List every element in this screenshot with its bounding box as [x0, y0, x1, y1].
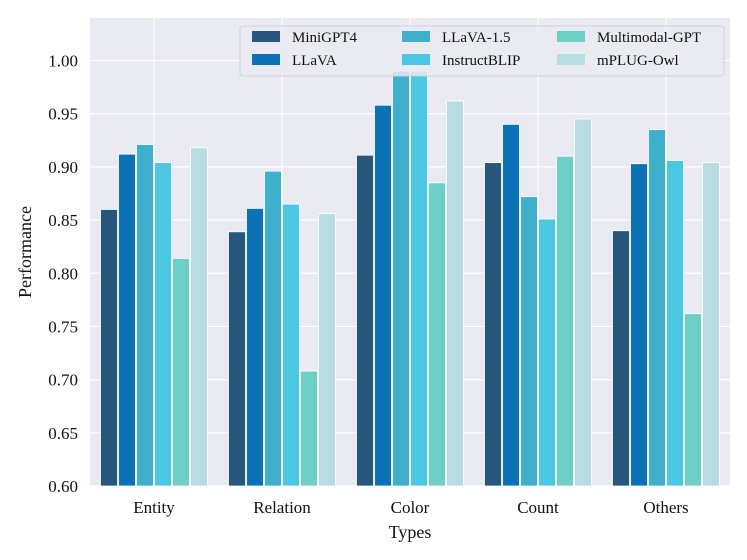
- x-tick-label: Others: [643, 498, 688, 517]
- bar-mplug-owl-relation: [318, 213, 336, 487]
- bars: [100, 70, 720, 487]
- bar-multimodal-gpt-others: [684, 313, 702, 487]
- legend-label: Multimodal-GPT: [597, 30, 701, 46]
- bar-mplug-owl-entity: [190, 147, 208, 487]
- bar-mplug-owl-color: [446, 100, 464, 487]
- x-axis-label: Types: [389, 522, 432, 542]
- legend-label: InstructBLIP: [442, 53, 520, 69]
- bar-llava-relation: [246, 207, 264, 487]
- legend-swatch: [402, 54, 430, 65]
- x-axis-ticks: Entity Relation Color Count Others: [133, 498, 688, 517]
- y-tick-label: 0.95: [48, 105, 78, 124]
- y-axis-ticks: 0.60 0.65 0.70 0.75 0.80 0.85 0.90 0.95 1.00: [48, 52, 78, 496]
- bar-llava-1-5-others: [648, 129, 666, 487]
- bar-instructblip-count: [538, 218, 556, 487]
- y-tick-label: 0.70: [48, 371, 78, 390]
- y-tick-label: 0.75: [48, 317, 78, 336]
- bar-minigpt4-color: [356, 154, 374, 487]
- y-tick-label: 1.00: [48, 52, 78, 71]
- legend-label: MiniGPT4: [292, 30, 358, 46]
- y-tick-label: 0.80: [48, 264, 78, 283]
- bar-llava-1-5-relation: [264, 170, 282, 487]
- bar-instructblip-others: [666, 160, 684, 487]
- x-tick-label: Color: [391, 498, 430, 517]
- bar-mplug-owl-count: [574, 118, 592, 487]
- y-axis-label: Performance: [15, 206, 35, 298]
- bar-llava-color: [374, 104, 392, 487]
- y-tick-label: 0.85: [48, 211, 78, 230]
- bar-mplug-owl-others: [702, 162, 720, 487]
- bar-instructblip-relation: [282, 203, 300, 487]
- bar-minigpt4-count: [484, 162, 502, 487]
- legend-label: LLaVA-1.5: [442, 30, 510, 46]
- bar-llava-entity: [118, 153, 136, 487]
- legend-label: LLaVA: [292, 53, 337, 69]
- bar-llava-others: [630, 163, 648, 487]
- legend-swatch: [252, 54, 280, 65]
- bar-minigpt4-relation: [228, 231, 246, 487]
- bar-instructblip-color: [410, 70, 428, 487]
- x-tick-label: Entity: [133, 498, 175, 517]
- bar-multimodal-gpt-relation: [300, 370, 318, 487]
- legend-label: mPLUG-Owl: [597, 53, 679, 69]
- legend-swatch: [252, 31, 280, 42]
- bar-multimodal-gpt-count: [556, 155, 574, 487]
- bar-minigpt4-others: [612, 230, 630, 487]
- bar-multimodal-gpt-color: [428, 182, 446, 487]
- bar-llava-1-5-count: [520, 196, 538, 487]
- legend: MiniGPT4 LLaVA LLaVA-1.5 InstructBLIP Multim…: [239, 25, 725, 77]
- bar-minigpt4-entity: [100, 209, 118, 487]
- bar-multimodal-gpt-entity: [172, 257, 190, 487]
- bar-llava-1-5-entity: [136, 144, 154, 487]
- x-tick-label: Relation: [253, 498, 311, 517]
- x-tick-label: Count: [517, 498, 559, 517]
- legend-swatch: [557, 54, 585, 65]
- legend-swatch: [402, 31, 430, 42]
- y-tick-label: 0.90: [48, 158, 78, 177]
- y-tick-label: 0.65: [48, 424, 78, 443]
- y-tick-label: 0.60: [48, 477, 78, 496]
- bar-instructblip-entity: [154, 162, 172, 487]
- legend-box: [239, 25, 725, 77]
- legend-swatch: [557, 31, 585, 42]
- bar-llava-count: [502, 123, 520, 487]
- bar-llava-1-5-color: [392, 70, 410, 487]
